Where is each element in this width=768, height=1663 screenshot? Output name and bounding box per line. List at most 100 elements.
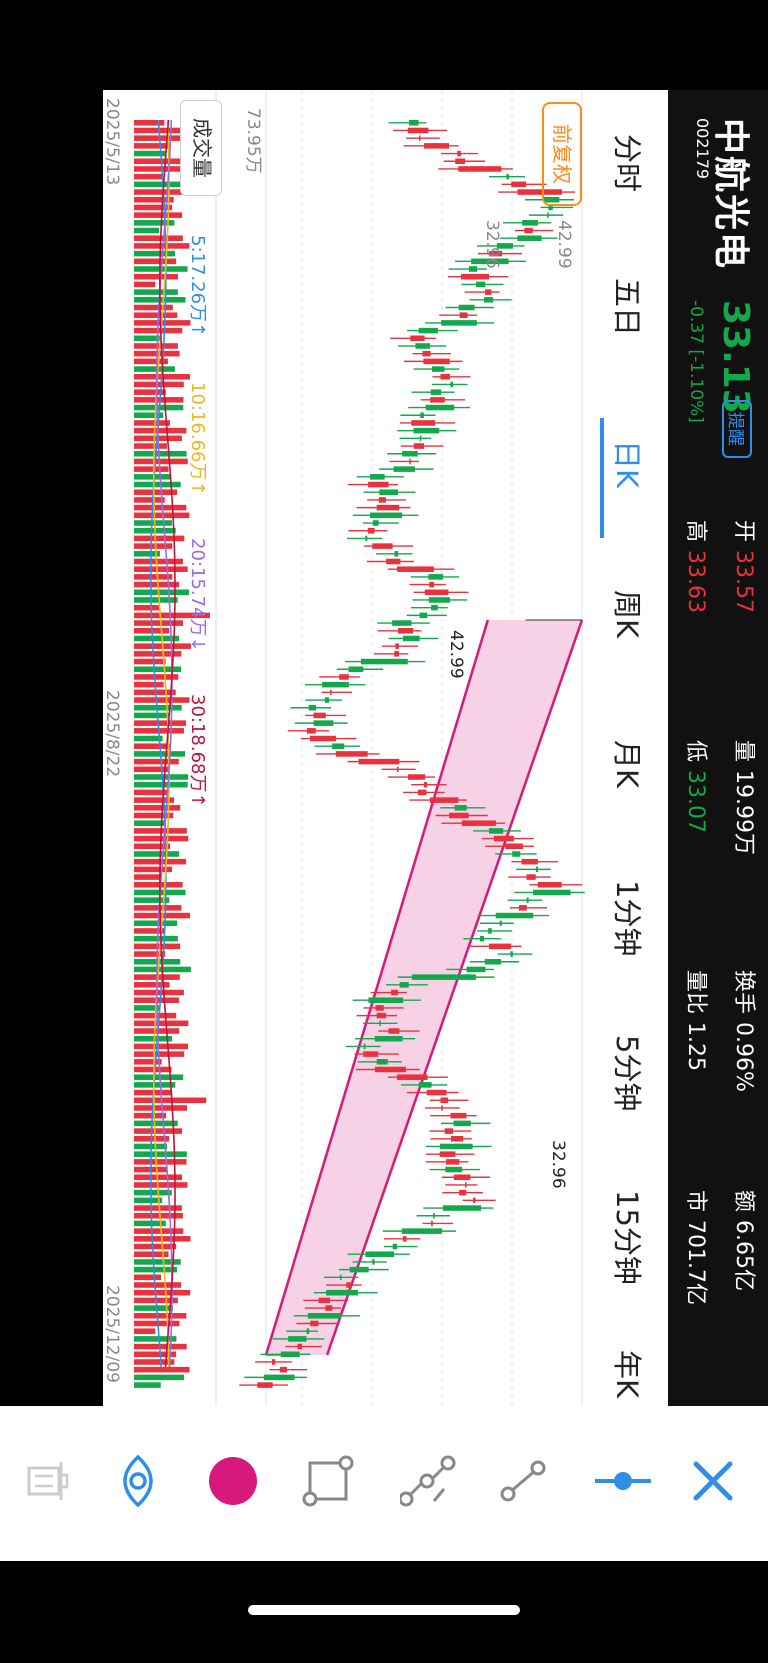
candle-body bbox=[409, 120, 419, 126]
volume-bar bbox=[133, 312, 178, 318]
candle-body bbox=[418, 135, 421, 141]
volume-bar bbox=[133, 304, 173, 311]
candle-body bbox=[423, 358, 450, 365]
candle-body bbox=[418, 1082, 432, 1088]
volume-bar bbox=[133, 243, 190, 249]
volume-bar bbox=[134, 273, 178, 280]
eye-icon[interactable] bbox=[103, 1446, 173, 1516]
candle-body bbox=[368, 481, 389, 488]
volume-indicator-button[interactable]: 成交量 bbox=[180, 100, 222, 196]
volume-bar bbox=[134, 420, 171, 426]
candle-body bbox=[394, 651, 400, 657]
volume-bar bbox=[134, 751, 186, 757]
candle-body bbox=[346, 1282, 352, 1288]
segment-icon[interactable] bbox=[488, 1446, 558, 1516]
volume-bar bbox=[134, 1005, 160, 1011]
home-indicator-area bbox=[0, 1561, 768, 1663]
volume-bar bbox=[134, 520, 173, 526]
adjust-button[interactable]: 前复权 bbox=[542, 102, 582, 206]
tab-daily-k[interactable]: 日K bbox=[610, 440, 644, 489]
volume-bar bbox=[134, 212, 183, 218]
volume-bar bbox=[133, 1182, 188, 1188]
color-swatch-icon[interactable] bbox=[198, 1446, 268, 1516]
tab-weekly-k[interactable]: 周K bbox=[610, 590, 644, 639]
candle-body bbox=[473, 1197, 476, 1204]
candle-body bbox=[379, 1020, 381, 1027]
candle-body bbox=[307, 1313, 342, 1319]
volume-bar bbox=[134, 1112, 167, 1119]
candle-body bbox=[397, 766, 399, 773]
candle-body bbox=[453, 1174, 471, 1181]
candle-body bbox=[313, 712, 326, 719]
candle-body bbox=[433, 1212, 435, 1219]
candle-body bbox=[335, 751, 368, 757]
candle-body bbox=[279, 1366, 287, 1373]
volume-bar bbox=[133, 905, 182, 911]
ma-lines bbox=[149, 119, 176, 1367]
volume-bar bbox=[134, 620, 184, 626]
volume-bar bbox=[133, 427, 187, 434]
tab-five-day[interactable]: 五日 bbox=[610, 278, 644, 337]
candle-body bbox=[511, 181, 527, 188]
volume-bar bbox=[133, 558, 183, 565]
stat-low: 低33.07 bbox=[683, 740, 708, 833]
candle-body bbox=[512, 851, 521, 857]
volume-bar bbox=[133, 458, 188, 465]
tab-5min[interactable]: 5分钟 bbox=[610, 1035, 644, 1112]
tab-yearly-k[interactable]: 年K bbox=[610, 1350, 644, 1399]
volume-bar bbox=[134, 335, 162, 342]
rectangle-icon[interactable] bbox=[293, 1446, 363, 1516]
axis-max-label: 42.99 bbox=[554, 220, 574, 269]
date-end: 2025/12/09 bbox=[103, 1285, 122, 1383]
volume-bar bbox=[134, 1328, 156, 1334]
tab-intraday[interactable]: 分时 bbox=[610, 134, 644, 193]
trash-icon[interactable] bbox=[13, 1446, 83, 1516]
candle-body bbox=[428, 574, 444, 580]
drawing-toolbar bbox=[0, 1406, 768, 1561]
volume-bar bbox=[133, 1305, 173, 1311]
volume-bar bbox=[134, 812, 174, 819]
volume-bar bbox=[134, 281, 156, 288]
ma20-label: 20:15.74万↓ bbox=[187, 538, 208, 652]
stock-code: 002179 bbox=[693, 118, 712, 180]
period-tabs: 分时 五日 日K 周K 月K 1分钟 5分钟 15分钟 年K bbox=[596, 90, 668, 1406]
candle-body bbox=[455, 158, 466, 165]
remind-button[interactable]: 提醒 bbox=[722, 400, 752, 458]
home-indicator[interactable] bbox=[248, 1605, 520, 1615]
volume-bar bbox=[134, 874, 161, 880]
volume-bar bbox=[134, 1197, 163, 1204]
channel-upper-line bbox=[325, 619, 584, 1356]
volume-bar bbox=[133, 820, 166, 826]
polyline-icon[interactable] bbox=[393, 1446, 463, 1516]
candle-body bbox=[418, 789, 427, 796]
volume-bar bbox=[134, 689, 176, 696]
volume-bar bbox=[133, 882, 183, 888]
stat-amount: 额6.65亿 bbox=[731, 1190, 756, 1292]
volume-bar bbox=[133, 1366, 190, 1373]
volume-bar bbox=[133, 1151, 187, 1157]
candle-body bbox=[488, 828, 504, 834]
tab-monthly-k[interactable]: 月K bbox=[610, 740, 644, 789]
candle-body bbox=[496, 243, 513, 249]
candle-body bbox=[363, 1043, 366, 1050]
volume-bar bbox=[133, 289, 178, 295]
candle-body bbox=[499, 920, 502, 927]
candle-body bbox=[430, 389, 442, 395]
channel-lower-line bbox=[264, 619, 489, 1356]
volume-bar bbox=[134, 181, 186, 188]
tab-1min[interactable]: 1分钟 bbox=[610, 880, 644, 957]
candle-body bbox=[521, 858, 538, 865]
volume-bar bbox=[134, 404, 184, 411]
line-handle-icon[interactable] bbox=[588, 1446, 658, 1516]
volume-bar bbox=[134, 1359, 175, 1365]
candle-body bbox=[428, 597, 450, 603]
candle-body bbox=[441, 320, 477, 326]
close-icon[interactable] bbox=[678, 1446, 748, 1516]
candle-body bbox=[310, 1320, 319, 1327]
candle-body bbox=[445, 1166, 463, 1173]
date-mid: 2025/8/22 bbox=[103, 690, 122, 778]
candle-body bbox=[424, 143, 450, 149]
ma-line bbox=[155, 119, 173, 1367]
tab-15min[interactable]: 15分钟 bbox=[610, 1190, 644, 1285]
kline-chart[interactable]: 前复权 42.99 32.96 42.99 32.96 73.95万 成交量 5… bbox=[103, 90, 596, 1406]
